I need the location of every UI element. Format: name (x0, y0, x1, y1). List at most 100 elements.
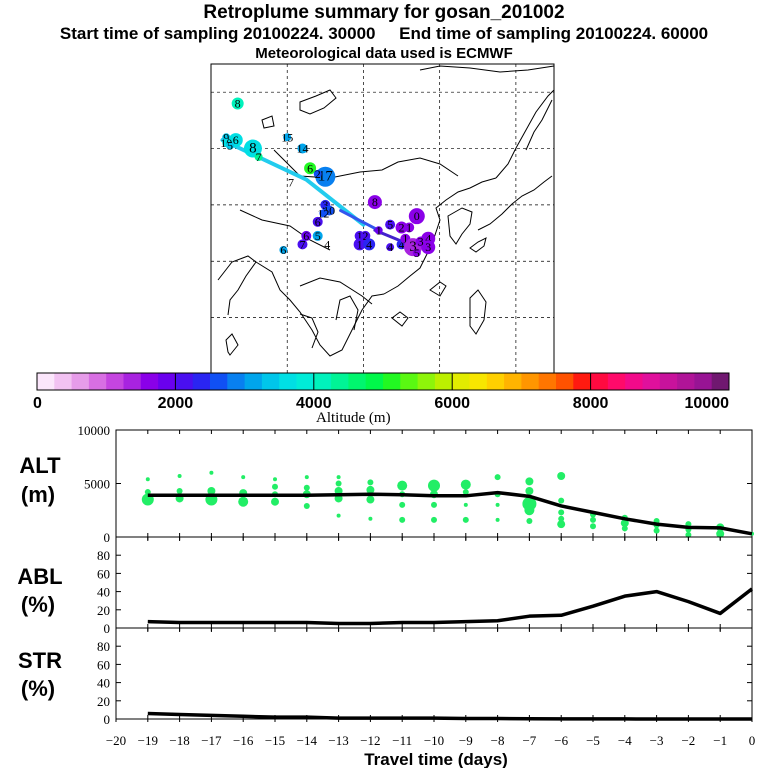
colorbar-tick-label: 4000 (296, 395, 332, 412)
colorbar-segment (54, 373, 73, 390)
plume-cluster: 7 (288, 175, 294, 189)
luzon (469, 289, 487, 335)
plume-cluster: 2 (360, 229, 371, 243)
plume-cluster: 6 (304, 161, 317, 175)
altitude-point (522, 496, 537, 511)
plume-cluster: 2 (313, 167, 322, 181)
altitude-point (557, 520, 566, 529)
panel-unit: (%) (21, 676, 55, 701)
altitude-point (272, 483, 278, 490)
cluster-marker (412, 248, 421, 257)
x-tick-label: −4 (618, 733, 632, 748)
colorbar-segment (607, 373, 626, 390)
altitude-point (335, 480, 342, 487)
plume-cluster: 9 (222, 130, 231, 144)
cluster-marker (363, 238, 376, 251)
x-tick-label: −1 (713, 733, 727, 748)
altitude-point (303, 502, 310, 509)
colorbar-segment (88, 373, 107, 390)
y-tick-label: 80 (97, 639, 110, 654)
cluster-day-label: 2 (399, 220, 405, 234)
altitude-point (241, 475, 246, 480)
colorbar-tick-label: 0 (33, 395, 42, 412)
lake-baikal (299, 89, 337, 115)
altitude-point (525, 477, 534, 486)
plume-cluster: 5 (226, 139, 235, 153)
colorbar-tick-label: 6000 (434, 395, 470, 412)
y-tick-label: 60 (97, 657, 110, 672)
cluster-marker (353, 238, 366, 251)
panel-abl: ABL (%) 0 20 40 60 80 (17, 536, 754, 636)
colorbar-segment (538, 373, 557, 390)
map-graticule (211, 64, 554, 374)
altitude-point (399, 516, 406, 523)
cluster-marker (283, 133, 292, 142)
altitude-point (526, 517, 533, 524)
cluster-marker (297, 143, 308, 154)
colorbar-segment (659, 373, 678, 390)
plume-cluster: 4 (363, 237, 376, 251)
cluster-day-label: 4 (366, 237, 372, 251)
track-segment-middle (339, 209, 381, 232)
taiwan (429, 281, 447, 297)
altitude-point (462, 516, 469, 523)
japan-kyushu (469, 237, 487, 253)
altitude-point (366, 495, 375, 504)
border-north (273, 149, 459, 179)
colorbar-segment (158, 373, 176, 390)
cluster-day-label: 4 (425, 232, 431, 246)
altitude-point (399, 501, 406, 508)
panel-unit: (%) (21, 592, 55, 617)
cluster-day-label: 3 (409, 239, 417, 255)
colorbar-segment (37, 373, 55, 390)
colorbar-segment (348, 373, 367, 390)
cluster-marker (367, 195, 382, 210)
chart-title: Retroplume summary for gosan_201002 (203, 2, 565, 23)
altitude-point (145, 477, 150, 482)
y-tick-label: 60 (97, 566, 110, 581)
india-coast (217, 255, 257, 316)
plume-cluster: 5 (312, 229, 323, 243)
colorbar-segment (711, 373, 730, 390)
korea-peninsula (447, 207, 473, 245)
altitude-colorbar: 0 2000 4000 6000 8000 10000 (33, 372, 730, 412)
cluster-marker (319, 209, 328, 218)
altitude-point (177, 474, 182, 479)
cluster-day-label: 3 (425, 240, 431, 254)
colorbar-segment (365, 373, 384, 390)
altitude-point (176, 487, 183, 494)
colorbar-segment (140, 373, 159, 390)
colorbar-segment (331, 373, 349, 390)
cluster-marker (385, 219, 396, 230)
colorbar-segment (573, 373, 592, 390)
x-tick-label: −15 (265, 733, 285, 748)
cluster-day-label: 4 (387, 240, 393, 254)
cluster-day-label: 7 (256, 150, 262, 164)
arctic-coast (419, 65, 555, 73)
altitude-point (558, 497, 565, 504)
panel-title: ABL (17, 564, 62, 589)
cluster-day-label: 0 (414, 209, 420, 223)
cluster-marker (404, 222, 415, 233)
indochina (335, 295, 359, 331)
cluster-day-label: 5 (414, 246, 420, 260)
colorbar-segment (192, 373, 211, 390)
x-tick-label: −3 (650, 733, 664, 748)
colorbar-segment (71, 373, 90, 390)
colorbar-segment (590, 373, 609, 390)
y-tick-label: 0 (104, 530, 111, 545)
cluster-day-label: 8 (235, 96, 241, 110)
altitude-point (367, 479, 374, 486)
plume-cluster: 12 (317, 206, 329, 220)
x-tick-label: −9 (459, 733, 473, 748)
x-tick-label: −18 (169, 733, 189, 748)
plume-cluster: 15 (281, 130, 293, 144)
x-tick-label: −17 (201, 733, 222, 748)
colorbar-label: Altitude (m) (316, 410, 391, 426)
y-tick-label: 20 (97, 603, 110, 618)
plume-cluster: 2 (395, 220, 408, 234)
cluster-day-label: 6 (315, 215, 321, 229)
colorbar-segment (175, 373, 194, 390)
myanmar-coast (299, 313, 319, 349)
plume-cluster: 0 (408, 208, 425, 225)
